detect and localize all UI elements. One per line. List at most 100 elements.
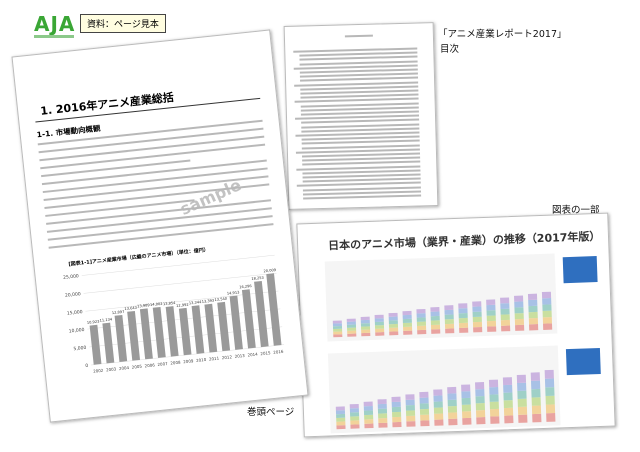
figure-bar-segment	[332, 323, 342, 327]
y-tick-label: 25,000	[63, 273, 79, 281]
x-tick-label: 2012	[222, 354, 233, 360]
figure-bar-segment	[364, 414, 374, 420]
figure-bar-segment	[461, 384, 471, 392]
figure-bar-segment	[504, 415, 514, 424]
figure-bar-segment	[336, 413, 346, 418]
figure-bar-segment	[402, 322, 413, 327]
grid-line	[81, 254, 275, 276]
figure-bar-segment	[349, 412, 360, 417]
figure-graphics	[324, 253, 601, 434]
figure-bar-segment	[546, 412, 556, 422]
figure-bar-segment	[335, 406, 345, 411]
figure-bar-segment	[377, 399, 387, 405]
figure-bar-segment	[444, 309, 454, 315]
figure-bar-segment	[364, 423, 374, 429]
figure-bar-segment	[346, 318, 356, 322]
figure-bar-segment	[403, 326, 413, 331]
figure-bar-segment	[405, 404, 415, 411]
figure-bar-segment	[416, 313, 426, 318]
bar	[229, 295, 243, 350]
figure-bar-segment	[528, 299, 538, 307]
figure-bar-segment	[335, 410, 346, 415]
figure-bar-segment	[433, 389, 443, 396]
figure-bar-segment	[541, 291, 552, 299]
logo: AJA	[34, 12, 76, 36]
figure-bar-segment	[517, 398, 527, 407]
figure-bar-segment	[374, 318, 384, 322]
figure-bar-segment	[545, 404, 556, 414]
figure-bar-segment	[389, 327, 399, 332]
x-tick-label: 2005	[132, 364, 143, 370]
figure-bar-segment	[458, 317, 468, 324]
figure-bar-segment	[472, 316, 482, 323]
figure-bar-segment	[542, 304, 552, 311]
value-label: 12,992	[176, 303, 189, 308]
figure-bar-segment	[350, 416, 360, 421]
figure-bar-segment	[360, 323, 370, 327]
figure-bar-segment	[503, 400, 513, 409]
figure-bar-segment	[346, 321, 356, 325]
figure-bar-segment	[472, 311, 482, 318]
figure-bar-segment	[389, 331, 399, 336]
figure-bar-segment	[360, 316, 370, 321]
figure-bar-segment	[532, 413, 542, 423]
figure-bar-segment	[434, 419, 444, 426]
figure-bar-segment	[514, 301, 524, 308]
x-tick-label: 2015	[260, 350, 271, 356]
bar	[114, 314, 128, 362]
figure-bar-segment	[475, 389, 485, 397]
figure-bar-segment	[528, 305, 538, 313]
value-label: 13,540	[214, 297, 228, 302]
figure-bar-segment	[391, 396, 401, 403]
bar	[127, 310, 141, 361]
figure-bar-segment	[333, 328, 343, 332]
figure-bar-segment	[430, 324, 441, 330]
figure-bar-segment	[347, 330, 357, 334]
bar	[204, 303, 218, 353]
x-tick-label: 2003	[106, 366, 117, 372]
figure-bar-segment	[444, 323, 455, 329]
bar	[241, 289, 256, 349]
figure-bar-segment	[392, 421, 402, 428]
figure-bar-segment	[347, 333, 357, 337]
x-tick-label: 2004	[119, 365, 130, 371]
figure-bar-segment	[545, 387, 555, 397]
figure-bar-segment	[388, 323, 399, 328]
figure-bar-segment	[543, 323, 553, 330]
figure-bar-segment	[500, 308, 510, 315]
figure-bar-segment	[458, 322, 469, 328]
figure-bar-segment	[472, 321, 483, 328]
figure-bar-segment	[419, 403, 429, 410]
bar	[217, 301, 231, 352]
x-tick-label: 2008	[170, 360, 181, 366]
figure-bar-segment	[544, 369, 554, 379]
value-label: 20,009	[263, 268, 277, 273]
figure-bar-segment	[364, 419, 374, 424]
figure-bar-segment	[544, 378, 555, 388]
figure-bar-segment	[528, 317, 539, 325]
figure-bar-segment	[388, 312, 398, 317]
figure-bar-segment	[361, 332, 371, 337]
figure-bar-segment	[545, 395, 555, 405]
figure-bar-segment	[444, 314, 454, 320]
value-label: 13,393	[202, 299, 215, 304]
figure-bar-segment	[378, 418, 388, 424]
figure-bar-segment	[336, 421, 346, 426]
figure-bar-segment	[434, 413, 444, 420]
figure-bar-segment	[336, 417, 346, 422]
figure-bar-segment	[503, 407, 514, 416]
figure-bar-segment	[527, 293, 538, 301]
figure-bar-segment	[392, 411, 402, 418]
value-label: 13,643	[124, 306, 137, 311]
figure-bar-segment	[417, 329, 427, 335]
figure-bar-segment	[461, 391, 471, 399]
figure-bar-segment	[375, 332, 385, 336]
figure-bar-segment	[542, 310, 552, 318]
figure-bar-segment	[531, 405, 542, 415]
figure-bar-segment	[405, 394, 415, 400]
bar	[89, 324, 102, 365]
figure-bar-segment	[378, 413, 388, 419]
figure-bar-segment	[458, 313, 468, 319]
figure-bar-segment	[458, 303, 468, 309]
